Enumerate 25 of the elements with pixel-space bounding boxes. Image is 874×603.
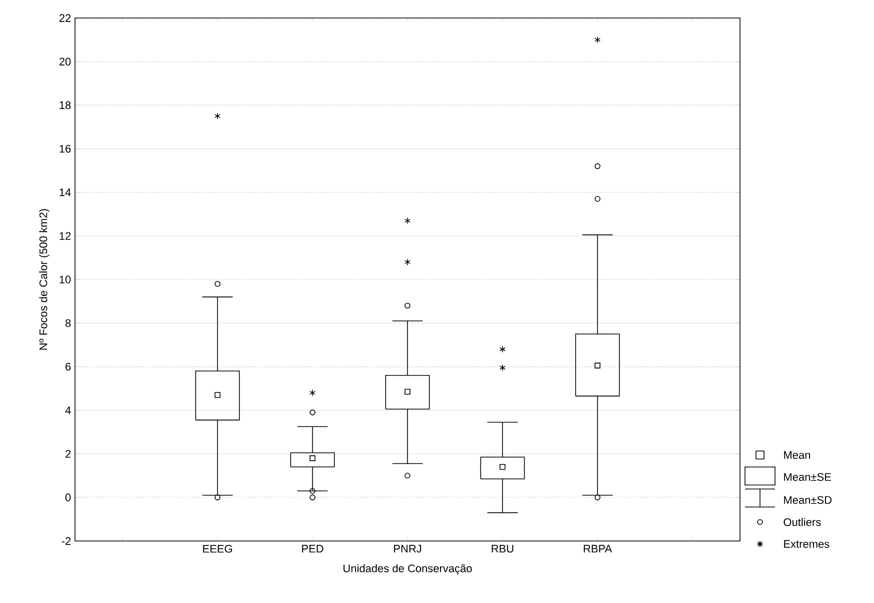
x-tick-label: RBPA	[584, 544, 612, 552]
y-tick-label: 18	[60, 101, 71, 110]
y-tick-label: 16	[60, 144, 71, 153]
x-axis-title: Unidades de Conservação	[344, 564, 472, 574]
y-tick-label: 0	[65, 494, 71, 502]
y-tick-label: 20	[59, 58, 71, 66]
y-tick-label: 10	[60, 276, 71, 284]
y-axis-title: Nº Focos de Calor (500 km2)	[39, 209, 50, 350]
x-tick-label: PED	[302, 544, 324, 552]
y-tick-label: 8	[65, 319, 71, 327]
y-tick-label: -2	[62, 537, 71, 545]
y-tick-label: 4	[65, 406, 71, 414]
text: Extremes	[784, 540, 830, 548]
y-tick-label: 6	[66, 362, 71, 371]
y-tick-label: 12	[60, 232, 71, 240]
x-tick-label: PNRJ	[394, 544, 422, 553]
text: Outliers	[784, 518, 821, 526]
text: Mean	[784, 451, 810, 459]
x-tick-label: EEEG	[203, 544, 232, 553]
y-tick-label: 22	[59, 14, 71, 22]
text: Mean±SE	[784, 473, 831, 481]
x-tick-label: RBU	[492, 544, 514, 553]
y-tick-label: 2	[66, 450, 71, 458]
y-tick-label: 14	[60, 188, 71, 196]
text: Mean±SD	[784, 496, 832, 504]
